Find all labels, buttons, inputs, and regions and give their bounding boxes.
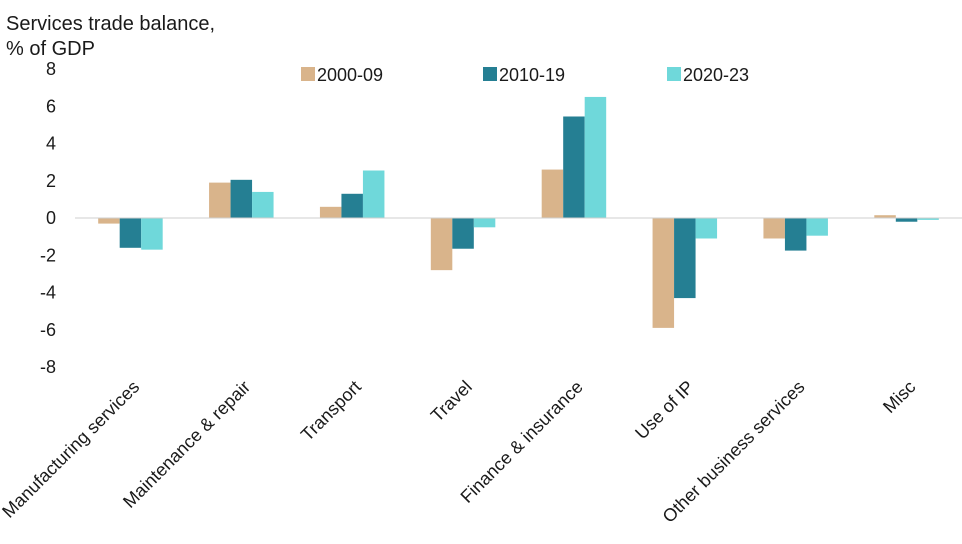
legend-label: 2020-23 bbox=[683, 65, 749, 85]
legend-label: 2010-19 bbox=[499, 65, 565, 85]
category-label: Finance & insurance bbox=[457, 377, 587, 507]
y-tick-label: 2 bbox=[46, 171, 56, 191]
bar bbox=[230, 179, 253, 218]
y-axis-ticks: 8 6 4 2 0 -2 -4 -6 -8 bbox=[40, 59, 56, 377]
bars bbox=[98, 96, 939, 328]
bar bbox=[119, 218, 142, 248]
category-label: Travel bbox=[427, 377, 476, 426]
y-tick-label: 8 bbox=[46, 59, 56, 79]
bar bbox=[784, 218, 807, 251]
y-tick-label: -2 bbox=[40, 245, 56, 265]
bar bbox=[806, 218, 828, 236]
bar bbox=[563, 116, 585, 218]
bar bbox=[763, 218, 785, 239]
bar bbox=[473, 218, 496, 228]
bar bbox=[695, 218, 718, 239]
y-tick-label: -8 bbox=[40, 357, 56, 377]
legend-swatch bbox=[667, 67, 681, 81]
bar bbox=[362, 170, 385, 218]
bar bbox=[652, 218, 675, 328]
y-tick-label: -6 bbox=[40, 320, 56, 340]
bar bbox=[452, 218, 474, 249]
bar bbox=[874, 215, 896, 218]
legend-swatch bbox=[301, 67, 315, 81]
bar bbox=[895, 218, 918, 222]
bar bbox=[141, 218, 163, 250]
y-tick-label: -4 bbox=[40, 283, 56, 303]
category-label: Maintenance & repair bbox=[119, 377, 254, 512]
y-tick-label: 0 bbox=[46, 208, 56, 228]
y-tick-label: 4 bbox=[46, 134, 56, 154]
bar bbox=[541, 169, 564, 218]
legend-label: 2000-09 bbox=[317, 65, 383, 85]
bar bbox=[584, 96, 607, 218]
y-axis-title-line-2: % of GDP bbox=[6, 38, 95, 60]
y-axis-title-line-1: Services trade balance, bbox=[6, 13, 215, 35]
y-tick-label: 6 bbox=[46, 96, 56, 116]
bar bbox=[917, 218, 939, 220]
bar bbox=[319, 206, 342, 218]
legend-swatch bbox=[483, 67, 497, 81]
category-label: Misc bbox=[879, 377, 919, 417]
category-label: Transport bbox=[297, 377, 365, 445]
bar bbox=[209, 182, 231, 218]
category-label: Use of IP bbox=[631, 377, 697, 443]
legend: 2000-09 2010-19 2020-23 bbox=[301, 65, 749, 85]
bar bbox=[430, 218, 453, 271]
bar bbox=[252, 191, 274, 218]
bar bbox=[341, 193, 363, 218]
bar bbox=[98, 218, 120, 224]
bar bbox=[674, 218, 696, 299]
